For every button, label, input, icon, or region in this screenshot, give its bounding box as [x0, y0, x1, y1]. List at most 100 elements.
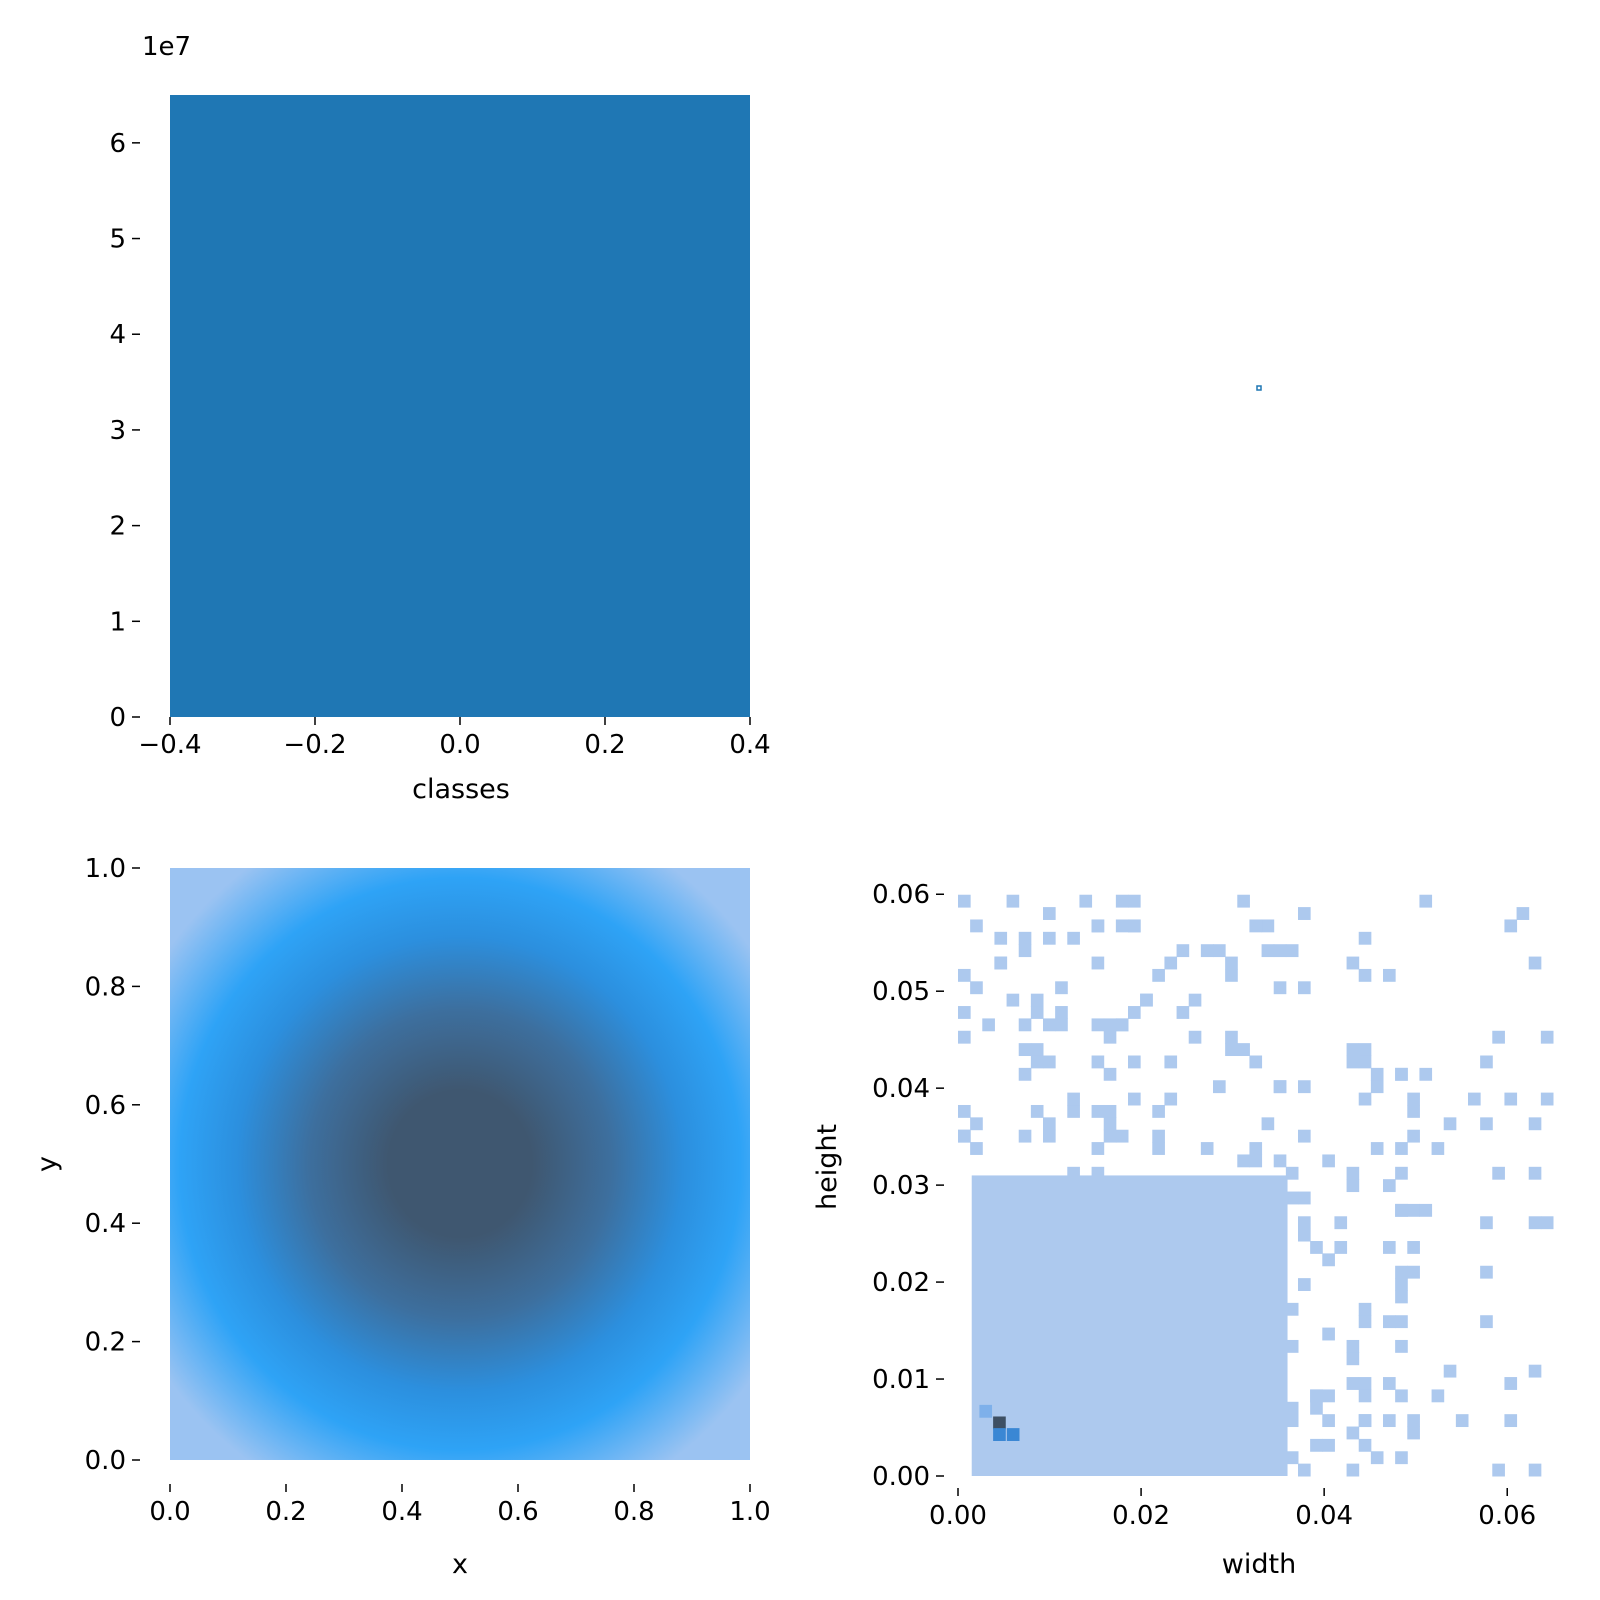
histogram-cell	[994, 931, 1008, 945]
x-tick-label: 0.04	[1295, 1501, 1353, 1531]
histogram-cell	[1091, 1166, 1105, 1180]
histogram-bar	[170, 95, 750, 717]
histogram-cell	[1516, 907, 1530, 920]
histogram-cell	[994, 956, 1008, 970]
y-tick-label: 3	[109, 416, 126, 446]
histogram-cell	[1018, 931, 1032, 945]
histogram-cell	[1407, 1129, 1420, 1143]
histogram-cell	[1310, 1241, 1323, 1254]
x-axis-label: x	[452, 1549, 468, 1580]
histogram-cell	[1273, 1080, 1287, 1094]
histogram-cell	[1358, 968, 1372, 982]
histogram-cell	[1115, 894, 1129, 908]
hot-cell	[993, 1428, 1006, 1441]
y-tick-label: 0.8	[85, 972, 126, 1002]
histogram-cell	[1103, 1030, 1117, 1044]
histogram-cell	[1091, 1104, 1105, 1118]
histogram-cell	[1091, 1142, 1105, 1155]
histogram-cell	[1407, 1241, 1420, 1254]
histogram-cell	[1395, 1142, 1408, 1155]
histogram-cell	[1128, 1055, 1141, 1069]
histogram-cell	[1358, 1389, 1372, 1403]
histogram-cell	[1334, 1216, 1348, 1230]
histogram-cell	[1492, 1463, 1505, 1477]
histogram-cell	[1395, 1389, 1408, 1403]
histogram-cell	[1018, 1043, 1032, 1057]
hot-cell	[993, 1416, 1006, 1430]
y-tick-label: 1	[109, 607, 126, 637]
y-tick-label: 1.0	[85, 854, 126, 884]
histogram-cell	[970, 981, 983, 995]
histogram-cell	[1298, 981, 1311, 995]
x-tick-label: 0.0	[149, 1497, 190, 1527]
y-axis-label: height	[812, 1124, 843, 1210]
histogram-cell	[1322, 1438, 1335, 1452]
histogram-cell	[1395, 1203, 1408, 1217]
histogram-cell	[1395, 1315, 1408, 1329]
histogram-cell	[1043, 1117, 1056, 1131]
histogram-cell	[1431, 1389, 1445, 1403]
histogram-cell	[1480, 1216, 1493, 1230]
histogram-cell	[1249, 919, 1263, 933]
histogram-cell	[1298, 1191, 1311, 1205]
histogram-cell	[1298, 907, 1311, 920]
histogram-cell	[1249, 1154, 1263, 1168]
histogram-cell	[1431, 1142, 1445, 1155]
y-axis-label: y	[32, 1156, 63, 1172]
histogram-cell	[958, 1129, 971, 1143]
histogram-cell	[1504, 1414, 1518, 1428]
histogram-cell	[1237, 1043, 1250, 1057]
histogram-cell	[1261, 1117, 1275, 1131]
x-tick-label: 0.4	[381, 1497, 422, 1527]
histogram-cell	[1358, 1043, 1372, 1057]
y-tick-label: 0.03	[872, 1171, 930, 1201]
histogram-cell	[1419, 894, 1433, 908]
histogram-cell	[1115, 1129, 1129, 1143]
x-tick-label: 0.2	[265, 1497, 306, 1527]
histogram-cell	[1152, 1129, 1165, 1143]
x-axis-label: width	[1222, 1549, 1296, 1580]
width-height-panel: 0.00 0.02 0.04 0.06 0.00 0.01 0.02 0.03 0.04 0.0…	[812, 880, 1554, 1580]
histogram-cell	[1091, 956, 1105, 970]
y-tick-label: 5	[109, 225, 126, 255]
x-tick-label: 0.8	[613, 1497, 654, 1527]
histogram-cell	[1358, 1302, 1372, 1316]
histogram-cell	[1480, 1055, 1493, 1069]
histogram-cell	[1298, 1080, 1311, 1094]
histogram-cell	[958, 968, 971, 982]
histogram-cell	[1383, 1377, 1396, 1390]
histogram-cell	[1103, 1018, 1117, 1032]
histogram-cell	[1346, 1055, 1360, 1069]
histogram-cell	[1030, 1055, 1044, 1069]
histogram-cell	[1298, 1129, 1311, 1143]
histogram-cell	[1164, 1092, 1178, 1106]
histogram-cell	[1043, 931, 1056, 945]
histogram-cell	[1103, 1129, 1117, 1143]
histogram-cell	[1334, 1241, 1348, 1254]
histogram-cell	[1358, 1315, 1372, 1329]
histogram-cell	[1346, 1352, 1360, 1366]
histogram-cell	[1358, 1414, 1372, 1428]
histogram-cell	[1043, 1018, 1056, 1032]
histogram-cell	[1443, 1117, 1457, 1131]
histogram-cell	[1213, 944, 1226, 958]
histogram-cell	[970, 1117, 983, 1131]
histogram-cell	[1128, 919, 1141, 933]
histogram-cell	[1370, 1080, 1384, 1094]
histogram-cell	[1298, 1216, 1311, 1230]
y-offset-label: 1e7	[142, 32, 191, 62]
x-tick-label: 0.6	[497, 1497, 538, 1527]
histogram-cell	[1067, 1104, 1080, 1118]
histogram-cell	[1407, 1426, 1420, 1440]
histogram-cell	[1164, 1055, 1178, 1069]
histogram-cell	[1383, 968, 1396, 982]
histogram-cell	[1370, 1451, 1384, 1465]
histogram-cell	[1261, 944, 1275, 958]
histogram-cell	[1055, 1018, 1068, 1032]
histogram-cell	[1067, 1092, 1080, 1106]
histogram-cell	[970, 1142, 983, 1155]
histogram-cell	[1128, 894, 1141, 908]
histogram-cell	[1395, 1451, 1408, 1465]
histogram-cell	[1018, 1067, 1032, 1081]
histogram-cell	[1261, 919, 1275, 933]
